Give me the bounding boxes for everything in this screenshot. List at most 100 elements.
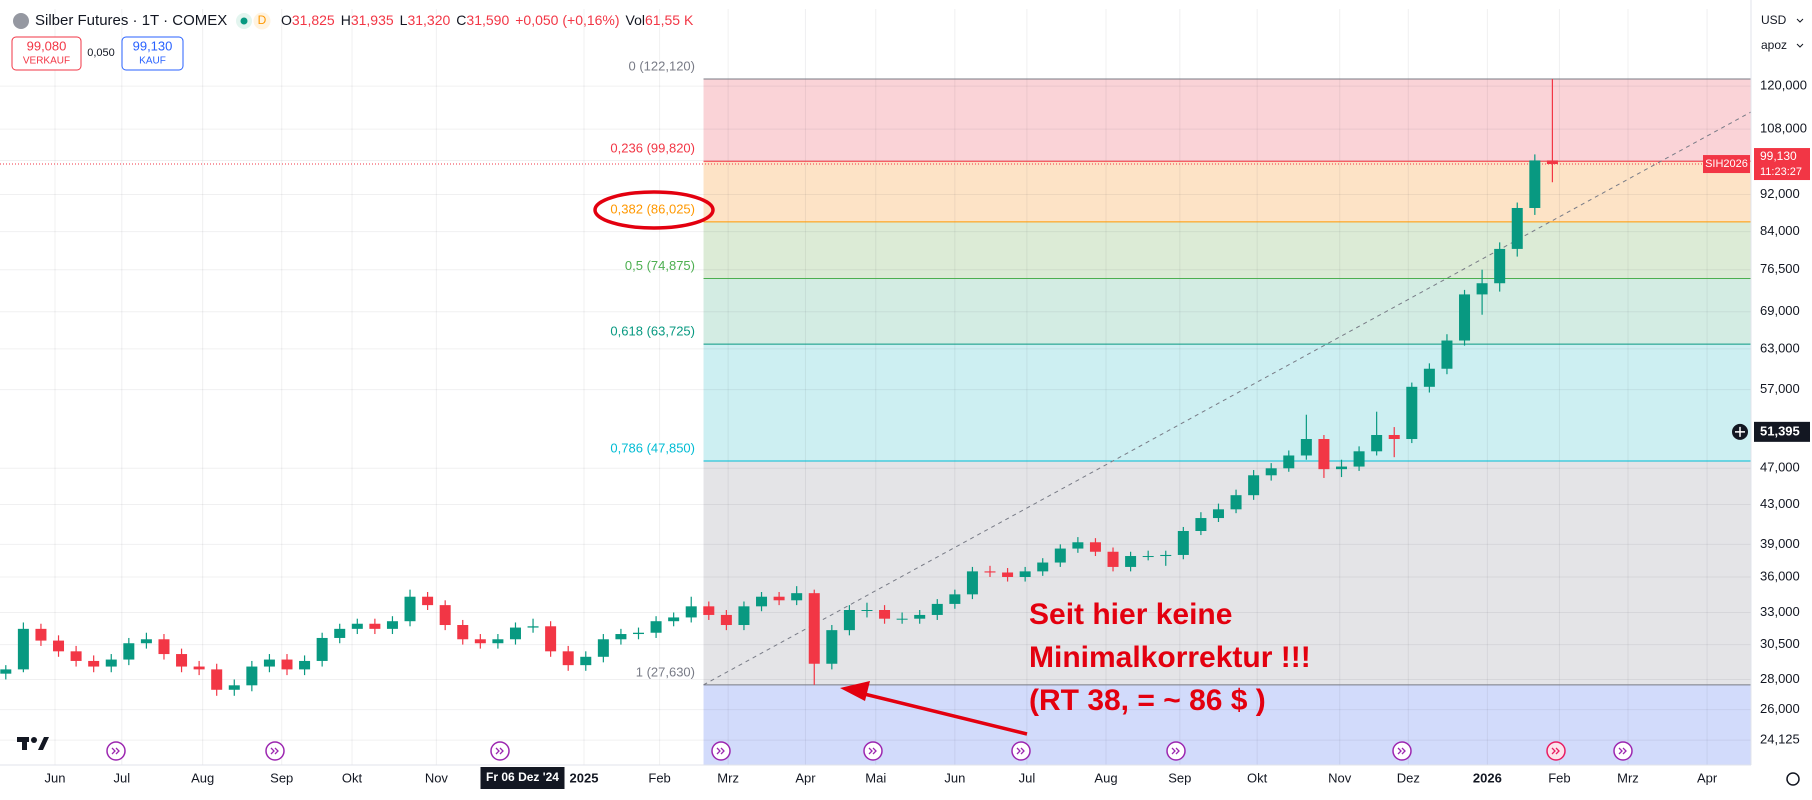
drawings: 0 (122,120) 0,236 (99,820) 0,382 (86,025) 0… [0,58,1752,686]
fib-zone [703,344,1752,461]
axes: 120,000108,000100,00092,00084,00076,5006… [45,78,1810,789]
x-tick-label: Jul [113,770,130,785]
event-icon [863,741,883,761]
status-dot [240,17,248,25]
overlays: Seit hier keine Minimalkorrektur !!! (RT 3… [17,190,1633,761]
candle-body [826,630,838,664]
settings-icon[interactable] [1786,772,1800,786]
sell-label[interactable]: VERKAUF [23,56,70,67]
event-icon [711,741,731,761]
crosshair-date-box [480,767,565,789]
candle-body [597,639,609,657]
candle-body [1054,548,1066,563]
candle-body [386,621,398,629]
symbol-icon [13,13,29,29]
candle-body [1125,556,1137,567]
buy-price[interactable]: 99,130 [133,38,173,53]
candle-body [1494,248,1506,284]
candle-body [1195,518,1207,531]
y-tick-label: 39,000 [1760,536,1800,551]
time-axis-bg [0,765,1812,800]
x-tick-label: Mrz [1617,770,1639,785]
countdown: 11:23:27 [1760,166,1802,178]
scale-mode[interactable]: apoz [1761,38,1787,52]
fib-label: 0,382 (86,025) [610,201,695,216]
event-glyph [495,747,504,755]
fib-zone [703,79,1752,162]
candle-body [193,666,205,670]
fib-label: 0,5 (74,875) [625,258,695,273]
candle-body [1441,340,1453,369]
y-tick-label: 30,500 [1760,636,1800,651]
event-glyph [1551,747,1560,755]
candle-body [545,626,557,652]
candle-body [791,593,803,601]
x-tick-label: Jun [944,770,965,785]
candle-body [1353,451,1365,467]
arrow-shaft [851,689,1028,736]
candle-body [53,640,65,652]
y-tick-label: 69,000 [1760,303,1800,318]
x-tick-label: Mai [865,770,886,785]
x-tick-label: Dez [1397,770,1420,785]
legend-key: H [341,12,351,28]
fib-label: 0,618 (63,725) [610,324,695,339]
legend-value: 31,935 [351,12,394,28]
candle-body [369,623,381,629]
buy-button[interactable] [121,36,184,71]
candle-body [1476,283,1488,295]
fib-zones [703,79,1752,765]
candle-body [246,666,258,686]
sell-price[interactable]: 99,080 [27,38,67,53]
x-tick-label: Okt [342,770,363,785]
symbol-tag-text: SIH2026 [1705,158,1748,170]
candle-body [492,639,504,644]
event-icon [1613,741,1633,761]
candle-body [861,610,873,612]
candle-body [1177,530,1189,555]
crosshair-price: 51,395 [1760,423,1800,438]
y-tick-label: 47,000 [1760,460,1800,475]
annotation: Seit hier keine [1029,598,1232,631]
trend-line [703,111,1752,686]
x-tick-label: Okt [1247,770,1268,785]
currency[interactable]: USD [1761,13,1787,27]
candle-body [404,596,416,622]
x-tick-label: Sep [270,770,293,785]
event-icon [1166,741,1186,761]
candle-body [88,660,100,667]
candle-body [738,606,750,626]
candle-body [176,654,188,667]
arrow-head [840,681,870,701]
candle-body [1037,562,1049,572]
x-tick-label: Jul [1019,770,1036,785]
x-tick-label: Jun [45,770,66,785]
candle-body [1107,551,1119,567]
fib-zone [703,278,1752,345]
grid [0,9,1751,765]
annotation: (RT 38, = ~ 86 $ ) [1029,684,1266,717]
candle-body [457,625,469,640]
legend-change: +0,050 (+0,16%) [515,12,619,28]
fib-label: 0,236 (99,820) [610,141,695,156]
candle-body [527,626,539,628]
x-tick-label: Nov [425,770,449,785]
badge-bg [253,12,271,30]
crosshair-date: Fr 06 Dez '24 [486,770,559,784]
candle-body [615,634,627,640]
candle-body [1459,294,1471,341]
buy-label[interactable]: KAUF [139,56,166,67]
event-glyph [1618,747,1627,755]
candle-body [1318,439,1330,470]
candle-body [896,618,908,620]
candle-body [685,606,697,618]
legend-key: C [456,12,466,28]
event-glyph [1016,747,1025,755]
candle-body [1283,455,1295,469]
candle-body [1388,434,1400,440]
candle-body [334,628,346,638]
sell-button[interactable] [11,36,82,71]
candle-body [808,593,820,664]
y-tick-label: 84,000 [1760,223,1800,238]
event-icon [106,741,126,761]
